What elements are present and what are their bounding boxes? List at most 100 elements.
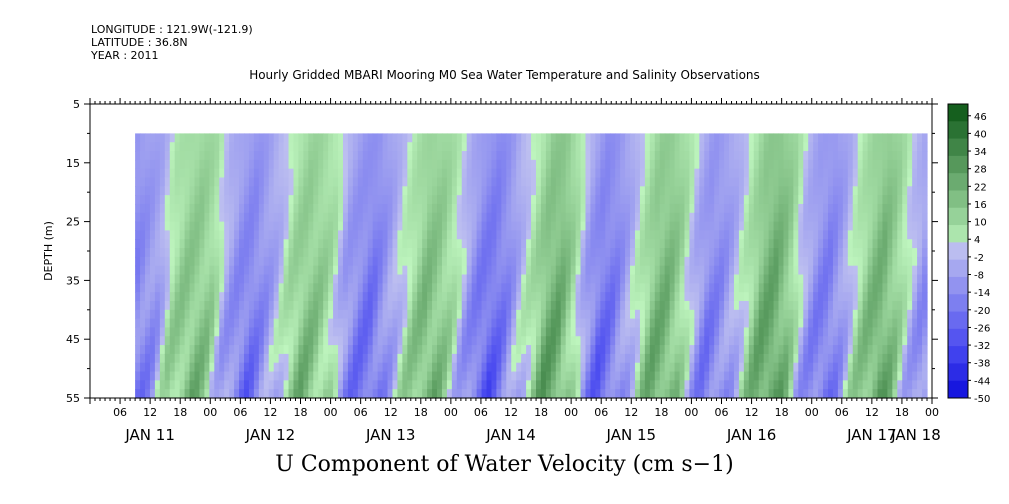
field-cell	[724, 292, 730, 302]
field-cell	[451, 265, 458, 276]
field-cell	[437, 195, 443, 205]
field-cell	[555, 265, 562, 276]
field-cell	[219, 327, 225, 337]
field-cell	[422, 300, 428, 311]
field-cell	[634, 336, 641, 346]
field-cell	[531, 389, 537, 399]
field-cell	[422, 292, 428, 302]
field-cell	[902, 230, 908, 240]
field-cell	[917, 283, 923, 293]
field-cell	[828, 239, 834, 249]
field-cell	[248, 203, 255, 214]
field-cell	[575, 336, 582, 346]
field-cell	[600, 353, 606, 364]
field-cell	[798, 318, 804, 329]
field-cell	[902, 389, 908, 399]
field-cell	[338, 159, 344, 170]
field-cell	[536, 336, 542, 346]
field-cell	[600, 221, 606, 232]
field-cell	[610, 318, 616, 329]
field-cell	[501, 203, 507, 214]
field-cell	[808, 203, 814, 214]
field-cell	[347, 274, 354, 284]
field-cell	[644, 248, 651, 258]
field-cell	[674, 274, 681, 284]
field-cell	[892, 300, 898, 311]
field-cell	[278, 133, 285, 143]
field-cell	[239, 230, 245, 240]
field-cell	[847, 151, 854, 161]
field-cell	[753, 186, 760, 196]
field-cell	[620, 362, 626, 373]
field-cell	[783, 256, 790, 267]
field-cell	[689, 362, 695, 373]
field-cell	[550, 177, 557, 187]
field-cell	[738, 274, 745, 284]
field-cell	[719, 177, 725, 187]
field-cell	[590, 221, 596, 232]
field-cell	[699, 362, 705, 373]
field-cell	[278, 177, 285, 187]
field-cell	[625, 159, 631, 170]
field-cell	[323, 327, 329, 337]
field-cell	[902, 362, 908, 373]
field-cell	[763, 318, 770, 329]
field-cell	[857, 168, 864, 179]
field-cell	[159, 380, 166, 390]
field-cell	[837, 133, 844, 143]
field-cell	[907, 345, 913, 355]
field-cell	[382, 371, 389, 381]
field-cell	[521, 336, 527, 346]
field-cell	[699, 292, 705, 302]
field-cell	[610, 327, 616, 337]
field-cell	[501, 389, 507, 399]
field-cell	[768, 168, 775, 179]
field-cell	[432, 309, 438, 320]
field-cell	[318, 221, 324, 232]
field-cell	[441, 142, 448, 152]
field-cell	[145, 186, 151, 196]
field-cell	[441, 362, 448, 373]
field-cell	[159, 371, 166, 381]
field-cell	[481, 168, 488, 179]
field-cell	[892, 283, 898, 293]
field-cell	[308, 239, 314, 249]
field-cell	[501, 362, 507, 373]
field-cell	[729, 248, 735, 258]
field-cell	[288, 265, 295, 276]
field-cell	[476, 221, 483, 232]
field-cell	[842, 151, 849, 161]
field-cell	[837, 345, 844, 355]
field-cell	[689, 159, 695, 170]
field-cell	[243, 133, 250, 143]
field-cell	[169, 177, 176, 187]
field-cell	[159, 221, 166, 232]
field-cell	[140, 380, 146, 390]
field-cell	[897, 239, 903, 249]
field-cell	[362, 318, 369, 329]
field-cell	[194, 159, 201, 170]
field-cell	[857, 265, 864, 276]
field-cell	[892, 336, 898, 346]
field-cell	[704, 142, 710, 152]
field-cell	[471, 327, 478, 337]
field-cell	[298, 353, 304, 364]
field-cell	[694, 151, 700, 161]
field-cell	[912, 256, 918, 267]
field-cell	[432, 292, 438, 302]
field-cell	[229, 159, 235, 170]
field-cell	[852, 133, 859, 143]
field-cell	[793, 133, 799, 143]
field-cell	[471, 389, 478, 399]
field-cell	[704, 274, 710, 284]
field-cell	[634, 389, 641, 399]
field-cell	[699, 256, 705, 267]
field-cell	[664, 274, 671, 284]
field-cell	[491, 309, 497, 320]
field-cell	[164, 345, 171, 355]
field-cell	[243, 380, 250, 390]
field-cell	[600, 265, 606, 276]
field-cell	[313, 362, 319, 373]
field-cell	[867, 380, 874, 390]
field-cell	[852, 371, 859, 381]
